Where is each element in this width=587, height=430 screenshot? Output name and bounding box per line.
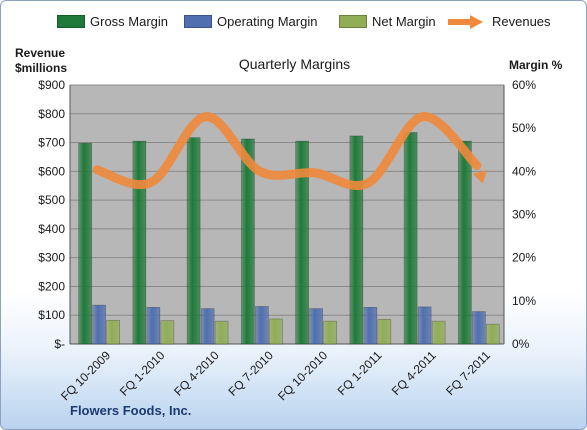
x-axis-category-label: FQ 1-2010	[117, 348, 168, 399]
x-axis-category-label: FQ 4-2011	[389, 348, 439, 398]
revenues-line	[92, 112, 482, 190]
chart-title: Quarterly Margins	[238, 56, 351, 72]
legend-label-gross-margin: Gross Margin	[90, 14, 169, 29]
right-axis-tick-label: 10%	[512, 294, 536, 308]
net-margin-bar	[214, 320, 229, 345]
x-axis-category-label: FQ 7-2011	[443, 348, 493, 398]
left-axis-title-line2: $millions	[15, 61, 68, 75]
right-axis-tick-label: 40%	[512, 164, 536, 178]
legend-label-operating-margin: Operating Margin	[217, 14, 318, 29]
left-axis-tick-label: $400	[38, 222, 65, 236]
net-margin-bar	[106, 319, 120, 345]
right-axis-tick-label: 50%	[512, 121, 536, 135]
x-axis-category-label: FQ 7-2010	[226, 348, 277, 399]
legend-label-revenues: Revenues	[492, 14, 551, 29]
left-axis-tick-label: $200	[38, 279, 65, 293]
gross-margin-bar	[186, 137, 201, 345]
net-margin-bar	[377, 319, 392, 345]
revenues-arrow-icon	[448, 14, 483, 29]
net-margin-bar	[160, 320, 175, 345]
gross-margin-bar	[241, 138, 255, 345]
legend-item-net-margin: Net Margin	[339, 14, 436, 29]
operating-margin-bar	[472, 311, 486, 345]
legend-item-operating-margin: Operating Margin	[184, 14, 317, 29]
legend-item-revenues: Revenues	[448, 14, 551, 29]
left-axis-title: Revenue $millions	[15, 46, 67, 76]
gross-margin-bar	[295, 140, 309, 345]
legend-swatch-gross-margin	[57, 15, 85, 28]
left-axis-tick-label: $100	[38, 308, 65, 322]
right-axis-tick-label: 30%	[512, 208, 536, 222]
gross-margin-bar	[403, 132, 418, 345]
left-axis-tick-label: $800	[38, 107, 65, 121]
operating-margin-bar	[417, 306, 432, 345]
x-axis-category-label: FQ 10-2010	[275, 348, 330, 403]
x-axis-category-label: FQ 1-2011	[335, 348, 385, 398]
gross-margin-bar	[458, 140, 472, 345]
legend-label-net-margin: Net Margin	[372, 14, 436, 29]
right-axis-title: Margin %	[509, 58, 563, 72]
operating-margin-bar	[255, 306, 269, 345]
gross-margin-bar	[78, 142, 92, 345]
left-axis-tick-label: $900	[38, 78, 65, 92]
net-margin-bar	[323, 320, 337, 345]
left-axis-title-line1: Revenue	[15, 46, 66, 60]
legend-swatch-net-margin	[339, 15, 367, 28]
left-axis-tick-label: $700	[38, 136, 65, 150]
left-axis-tick-label: $500	[38, 193, 65, 207]
gross-margin-bar	[132, 140, 147, 345]
chart-legend: Gross Margin Operating Margin Net Margin…	[1, 14, 586, 38]
operating-margin-bar	[200, 308, 215, 345]
right-axis-tick-label: 20%	[512, 251, 536, 265]
net-margin-bar	[486, 323, 500, 345]
right-axis-tick-label: 0%	[512, 337, 530, 351]
revenues-arrow-head	[472, 170, 487, 184]
company-name: Flowers Foods, Inc.	[70, 403, 192, 418]
operating-margin-bar	[146, 307, 161, 345]
right-axis-tick-label: 60%	[512, 78, 536, 92]
left-axis-tick-label: $600	[38, 164, 65, 178]
left-axis-tick-label: $-	[54, 337, 65, 351]
operating-margin-bar	[309, 308, 323, 345]
legend-item-gross-margin: Gross Margin	[57, 14, 168, 29]
left-axis-tick-label: $300	[38, 251, 65, 265]
operating-margin-bar	[363, 307, 378, 345]
net-margin-bar	[431, 320, 446, 345]
x-axis-category-label: FQ 10-2009	[58, 348, 113, 403]
net-margin-bar	[269, 318, 283, 345]
operating-margin-bar	[92, 304, 106, 345]
gross-margin-bar	[349, 135, 364, 345]
legend-swatch-operating-margin	[184, 15, 212, 28]
x-axis-category-label: FQ 4-2010	[171, 348, 222, 399]
